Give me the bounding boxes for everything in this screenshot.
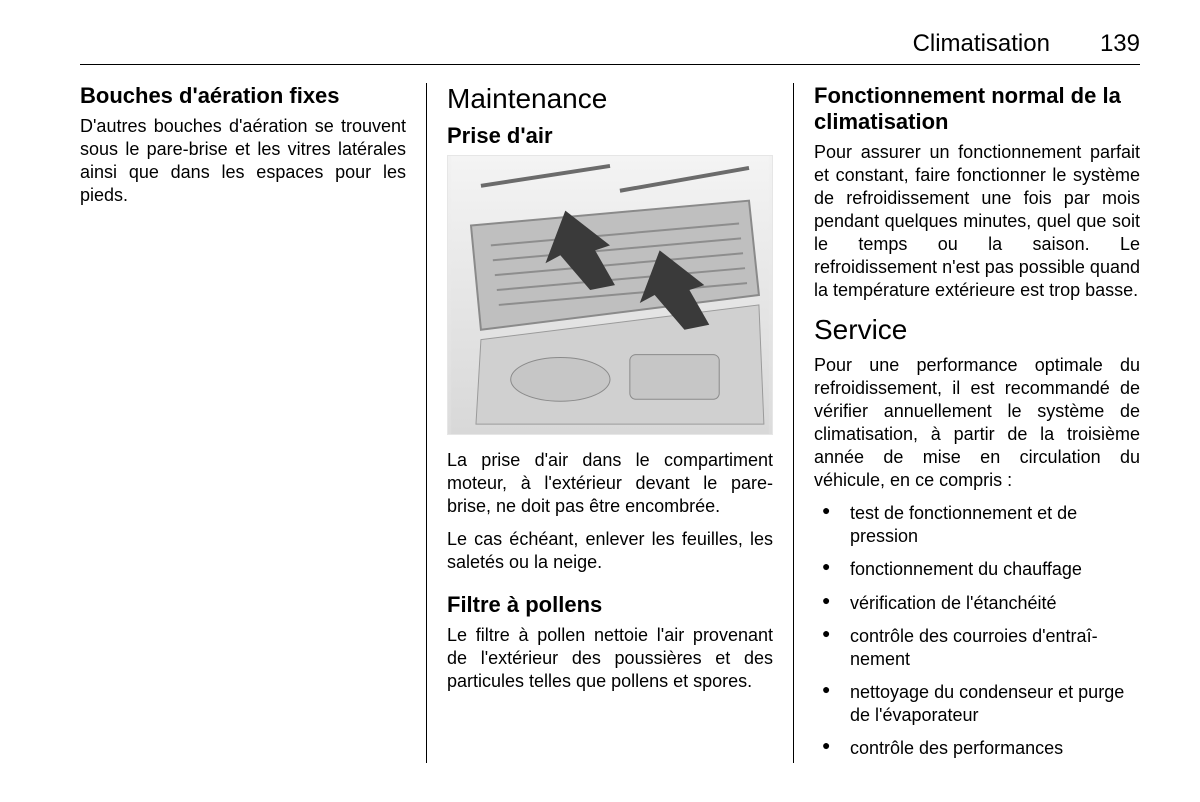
- col2-p3: Le filtre à pollen nettoie l'air provena…: [447, 624, 773, 693]
- page-header: Climatisation 139: [80, 30, 1140, 65]
- column-1: Bouches d'aération fixes D'autres bouche…: [80, 83, 426, 763]
- col3-p2: Pour une performance optimale du refroid…: [814, 354, 1140, 492]
- manual-page: Climatisation 139 Bouches d'aération fix…: [0, 0, 1200, 802]
- list-item: fonctionnement du chauffage: [814, 558, 1140, 581]
- col1-heading: Bouches d'aération fixes: [80, 83, 406, 109]
- col2-sub2: Filtre à pollens: [447, 592, 773, 618]
- list-item: contrôle des courroies d'entraî­nement: [814, 625, 1140, 671]
- column-2: Maintenance Prise d'air: [426, 83, 793, 763]
- service-bullet-list: test de fonctionnement et de pression fo…: [814, 502, 1140, 759]
- air-intake-illustration-icon: [448, 156, 772, 434]
- list-item: contrôle des performances: [814, 737, 1140, 760]
- col1-p1: D'autres bouches d'aération se trou­vent…: [80, 115, 406, 207]
- list-item: vérification de l'étanchéité: [814, 592, 1140, 615]
- col3-p1: Pour assurer un fonctionnement parfait e…: [814, 141, 1140, 302]
- col3-sub2: Service: [814, 314, 1140, 346]
- col3-sub1: Fonctionnement normal de la climatisatio…: [814, 83, 1140, 135]
- col2-sub1: Prise d'air: [447, 123, 773, 149]
- list-item: test de fonctionnement et de pression: [814, 502, 1140, 548]
- three-column-layout: Bouches d'aération fixes D'autres bouche…: [80, 83, 1140, 763]
- col2-h1: Maintenance: [447, 83, 773, 115]
- col2-p2: Le cas échéant, enlever les feuilles, le…: [447, 528, 773, 574]
- header-page-number: 139: [1100, 30, 1140, 58]
- column-3: Fonctionnement normal de la climatisatio…: [793, 83, 1140, 763]
- col2-p1: La prise d'air dans le compartiment mote…: [447, 449, 773, 518]
- list-item: nettoyage du condenseur et purge de l'év…: [814, 681, 1140, 727]
- air-intake-figure: [447, 155, 773, 435]
- header-section-title: Climatisation: [913, 30, 1050, 58]
